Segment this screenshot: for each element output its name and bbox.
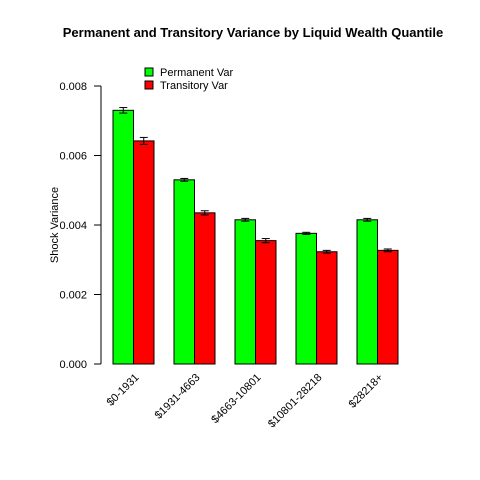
legend-label: Permanent Var: [160, 67, 234, 79]
x-tick-label: $28218+: [347, 372, 386, 411]
y-tick-label: 0.006: [59, 151, 87, 163]
bar: [255, 240, 277, 365]
bar: [112, 109, 134, 365]
bar: [316, 251, 338, 365]
y-axis-label: Shock Variance: [49, 187, 61, 263]
legend-label: Transitory Var: [160, 80, 228, 92]
x-tick-label: $1931-4663: [153, 372, 203, 422]
legend-swatch: [144, 80, 154, 90]
error-bars-group: [119, 107, 392, 254]
legend-swatch: [144, 67, 154, 77]
y-tick-label: 0.008: [59, 81, 87, 93]
bar: [173, 179, 195, 365]
bar: [194, 212, 216, 365]
x-tick-label: $0-1931: [105, 372, 142, 409]
x-tick-label: $10801-28218: [266, 372, 325, 431]
x-axis: $0-1931 $1931-4663 $4663-10801 $10801-28218…: [105, 372, 386, 431]
bars-group: [112, 109, 399, 365]
y-axis: 0.000 0.002 0.004 0.006 0.008: [59, 81, 102, 371]
chart-title: Permanent and Transitory Variance by Liq…: [63, 25, 443, 40]
bar: [295, 232, 317, 365]
x-tick-label: $4663-10801: [209, 372, 263, 426]
bar: [133, 140, 155, 365]
bar: [234, 219, 256, 365]
bar: [356, 219, 378, 365]
y-tick-label: 0.000: [59, 359, 87, 371]
y-tick-label: 0.004: [59, 220, 87, 232]
y-tick-label: 0.002: [59, 290, 87, 302]
bar: [377, 249, 399, 365]
